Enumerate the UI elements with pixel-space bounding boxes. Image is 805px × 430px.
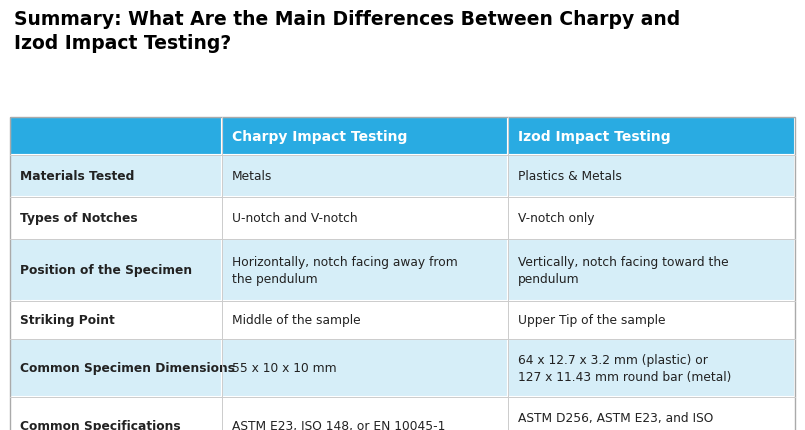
- Text: ASTM E23, ISO 148, or EN 10045-1: ASTM E23, ISO 148, or EN 10045-1: [232, 420, 445, 430]
- Bar: [10, 301, 222, 339]
- Text: Horizontally, notch facing away from
the pendulum: Horizontally, notch facing away from the…: [232, 256, 458, 285]
- Bar: [10, 156, 222, 197]
- Text: Common Specifications: Common Specifications: [20, 420, 180, 430]
- Bar: [10, 118, 222, 156]
- Text: Summary: What Are the Main Differences Between Charpy and
Izod Impact Testing?: Summary: What Are the Main Differences B…: [14, 10, 680, 53]
- Bar: [508, 339, 795, 397]
- Text: Vertically, notch facing toward the
pendulum: Vertically, notch facing toward the pend…: [518, 256, 729, 285]
- Text: Materials Tested: Materials Tested: [20, 170, 134, 183]
- Text: 55 x 10 x 10 mm: 55 x 10 x 10 mm: [232, 362, 336, 375]
- Bar: [222, 240, 508, 301]
- Bar: [508, 118, 795, 156]
- Text: Striking Point: Striking Point: [20, 314, 115, 327]
- Bar: [222, 339, 508, 397]
- Text: Metals: Metals: [232, 170, 272, 183]
- Bar: [10, 339, 222, 397]
- Text: U-notch and V-notch: U-notch and V-notch: [232, 212, 357, 225]
- Text: Plastics & Metals: Plastics & Metals: [518, 170, 622, 183]
- Bar: [10, 397, 222, 430]
- Text: Common Specimen Dimensions: Common Specimen Dimensions: [20, 362, 235, 375]
- Bar: [10, 197, 222, 240]
- Bar: [222, 197, 508, 240]
- Text: Types of Notches: Types of Notches: [20, 212, 138, 225]
- Text: Charpy Impact Testing: Charpy Impact Testing: [232, 130, 407, 144]
- Bar: [508, 197, 795, 240]
- Bar: [508, 156, 795, 197]
- Bar: [222, 397, 508, 430]
- Bar: [222, 118, 508, 156]
- Bar: [10, 240, 222, 301]
- Text: Middle of the sample: Middle of the sample: [232, 314, 361, 327]
- Text: 64 x 12.7 x 3.2 mm (plastic) or
127 x 11.43 mm round bar (metal): 64 x 12.7 x 3.2 mm (plastic) or 127 x 11…: [518, 353, 732, 383]
- Bar: [222, 156, 508, 197]
- Text: Upper Tip of the sample: Upper Tip of the sample: [518, 314, 666, 327]
- Text: Izod Impact Testing: Izod Impact Testing: [518, 130, 671, 144]
- Bar: [10, 118, 795, 430]
- Bar: [508, 397, 795, 430]
- Bar: [508, 240, 795, 301]
- Text: ASTM D256, ASTM E23, and ISO
180: ASTM D256, ASTM E23, and ISO 180: [518, 411, 713, 430]
- Bar: [222, 301, 508, 339]
- Text: Position of the Specimen: Position of the Specimen: [20, 264, 192, 277]
- Bar: [508, 301, 795, 339]
- Text: V-notch only: V-notch only: [518, 212, 595, 225]
